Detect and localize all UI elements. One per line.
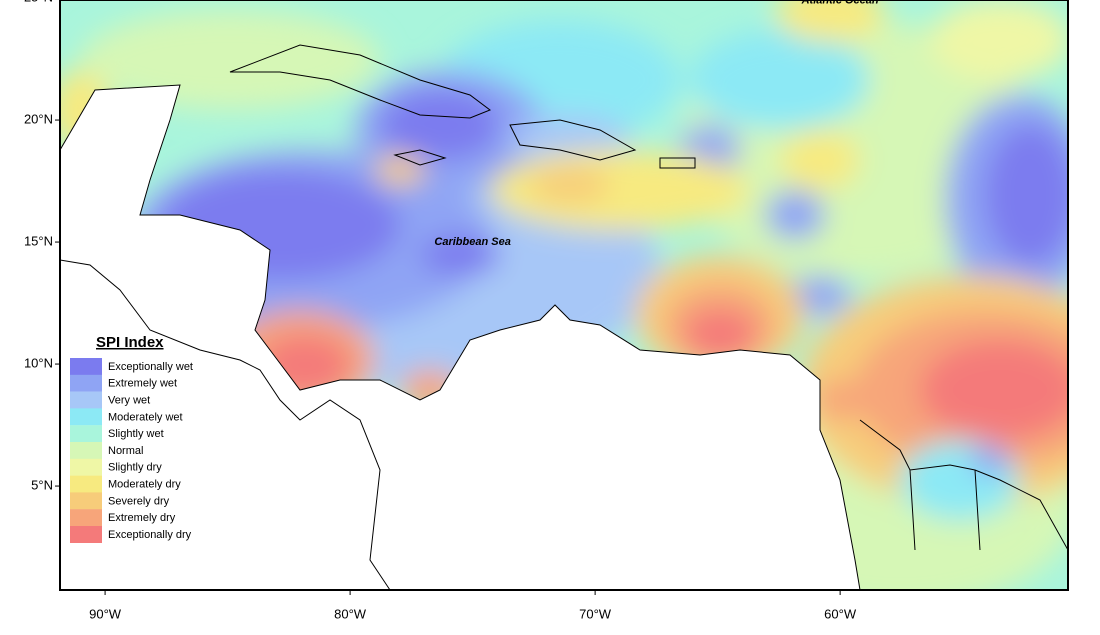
place-label: Caribbean Sea [434,236,510,248]
spi-blob [775,0,885,42]
spi-blob [780,130,860,190]
legend-label: Slightly dry [108,462,162,474]
spi-blob [380,90,500,160]
lat-tick-label: 5°N [31,477,53,492]
lat-tick-label: 20°N [24,111,53,126]
spi-blob [930,0,1068,80]
legend-label: Normal [108,445,143,457]
spi-blob [80,10,380,110]
legend-label: Exceptionally wet [108,361,193,373]
spi-blob [815,380,865,420]
place-label: Atlantic Ocean [801,0,879,6]
spi-blob [790,275,850,315]
legend-label: Exceptionally dry [108,529,192,541]
hispaniola [509,119,637,161]
spi-blob [985,125,1068,265]
map-frame [59,0,1069,591]
legend-label: Slightly wet [108,428,164,440]
lat-tick-label: 25°N [24,0,53,4]
spi-blob [420,235,500,275]
spi-blob [685,310,755,360]
legend-label: Severely dry [108,495,170,507]
legend: SPI Index Exceptionally wet Extremely wet… [70,334,193,543]
spi-blob [970,445,1010,475]
legend-label: Extremely wet [108,378,177,390]
legend-swatch [70,526,102,543]
lon-tick-label: 60°W [824,606,857,621]
legend-swatch [70,509,102,527]
coastline [60,259,391,590]
spi-blob [920,340,1068,440]
spi-blob [375,155,425,185]
legend-swatch [70,408,102,426]
spi-blob [530,167,610,203]
graticule-ticks: 25°N 20°N 15°N 10°N 5°N 90°W 80°W 70°W 60°W [24,0,857,621]
lon-tick-label: 80°W [334,606,367,621]
guianas [859,419,1068,551]
legend-title: SPI Index [96,334,164,351]
legend-label: Very wet [108,395,150,407]
legend-label: Moderately dry [108,479,181,491]
cuba [229,44,492,119]
legend-swatch [70,458,102,476]
place-labels: Caribbean Sea Atlantic Ocean [434,0,879,248]
legend-swatch [70,358,102,375]
legend-swatch [70,425,102,443]
legend-swatch [70,492,102,510]
legend-swatch [70,442,102,459]
legend-swatch [70,391,102,409]
legend-swatch [70,475,102,493]
spi-blob [690,30,870,130]
lat-tick-label: 15°N [24,233,53,248]
puerto-rico [659,157,696,169]
lat-tick-label: 10°N [24,355,53,370]
land [60,84,861,590]
legend-label: Extremely dry [108,512,176,524]
legend-label: Moderately wet [108,411,183,423]
spi-blob [490,150,750,230]
legend-swatch [70,374,102,392]
spi-blob [765,190,825,240]
lon-tick-label: 70°W [579,606,612,621]
spi-field [60,0,1068,590]
jamaica [393,149,447,166]
lon-tick-label: 90°W [89,606,122,621]
